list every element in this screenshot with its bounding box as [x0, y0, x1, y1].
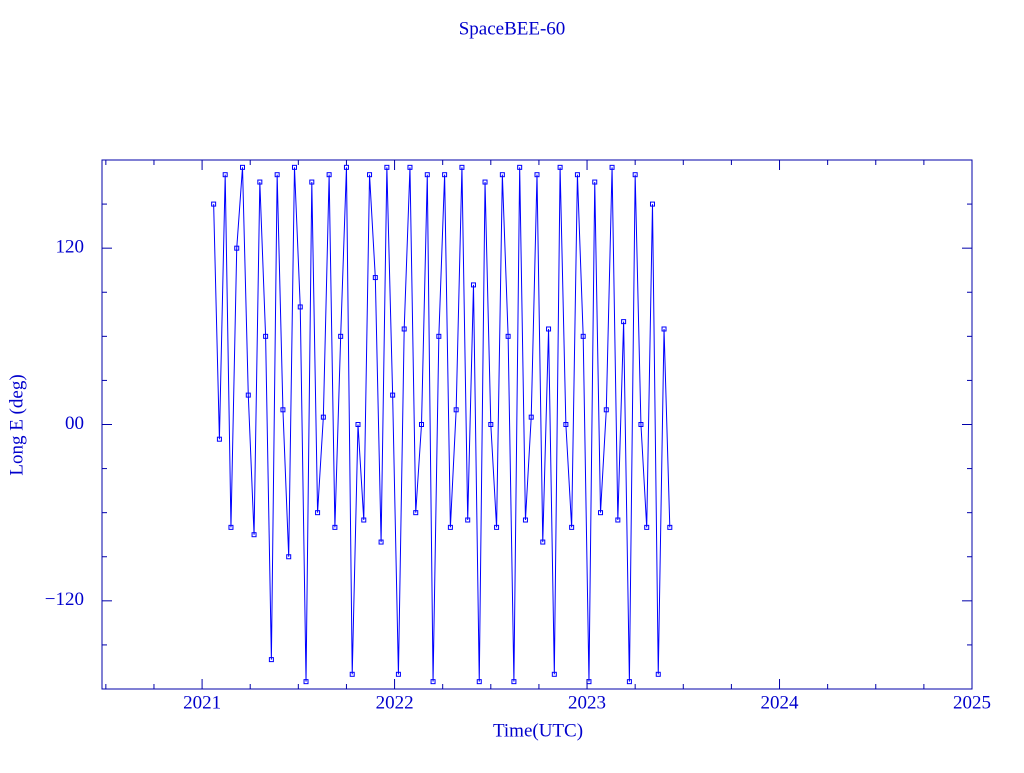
- data-point: [303, 679, 309, 685]
- data-point: [367, 172, 373, 178]
- data-point: [309, 179, 315, 185]
- data-point: [245, 392, 251, 398]
- data-point: [401, 326, 407, 332]
- chart-title: SpaceBEE-60: [459, 18, 566, 39]
- data-point: [494, 524, 500, 530]
- data-point: [222, 172, 228, 178]
- data-point: [355, 422, 361, 427]
- data-point: [563, 422, 569, 427]
- data-point: [517, 164, 523, 170]
- x-tick-label: 2023: [568, 692, 606, 713]
- y-axis-label: Long E (deg): [6, 374, 27, 475]
- data-point: [546, 326, 552, 332]
- data-point: [621, 319, 627, 325]
- data-point: [430, 679, 436, 685]
- data-point: [349, 671, 355, 677]
- data-point: [626, 679, 632, 685]
- data-point: [274, 172, 280, 178]
- data-point: [603, 407, 609, 413]
- data-point: [326, 172, 332, 178]
- data-point: [638, 422, 644, 427]
- data-point: [338, 333, 344, 339]
- data-point: [390, 392, 396, 398]
- y-tick-label: −120: [45, 589, 84, 610]
- data-point: [465, 517, 471, 523]
- data-point: [453, 407, 459, 413]
- data-point: [540, 539, 546, 545]
- data-point: [580, 333, 586, 339]
- data-point: [459, 164, 465, 170]
- data-point: [655, 671, 661, 677]
- data-point: [499, 172, 505, 178]
- data-point: [384, 164, 390, 170]
- y-tick-label: 120: [56, 237, 85, 258]
- x-tick-label: 2025: [953, 692, 991, 713]
- data-point: [476, 679, 482, 685]
- data-point: [609, 164, 615, 170]
- data-point: [216, 436, 222, 442]
- data-point: [632, 172, 638, 178]
- data-point: [511, 679, 517, 685]
- data-point: [574, 172, 580, 178]
- data-point: [332, 524, 338, 530]
- data-point: [378, 539, 384, 545]
- data-point: [505, 333, 511, 339]
- x-tick-label: 2021: [183, 692, 221, 713]
- data-point: [488, 422, 494, 427]
- data-point: [569, 524, 575, 530]
- data-point: [211, 201, 217, 207]
- data-point: [234, 245, 240, 251]
- x-tick-label: 2022: [376, 692, 414, 713]
- data-point: [522, 517, 528, 523]
- data-point: [240, 164, 246, 170]
- data-point: [297, 304, 303, 310]
- data-point: [291, 164, 297, 170]
- data-point: [419, 422, 425, 427]
- data-point: [661, 326, 667, 332]
- plot-area: [211, 164, 673, 685]
- data-point: [649, 201, 655, 207]
- data-point: [372, 275, 378, 281]
- data-point: [644, 524, 650, 530]
- data-point: [557, 164, 563, 170]
- data-point: [482, 179, 488, 185]
- data-point: [447, 524, 453, 530]
- data-point: [413, 510, 419, 516]
- data-point: [667, 524, 673, 530]
- data-point: [228, 524, 234, 530]
- data-point: [528, 414, 534, 420]
- data-point: [395, 671, 401, 677]
- data-point: [361, 517, 367, 523]
- data-point: [534, 172, 540, 178]
- data-point: [551, 671, 557, 677]
- data-point: [257, 179, 263, 185]
- data-point: [280, 407, 286, 413]
- x-axis-label: Time(UTC): [493, 720, 583, 741]
- data-point: [470, 282, 476, 288]
- data-point: [592, 179, 598, 185]
- y-tick-label: 00: [65, 413, 84, 434]
- data-point: [315, 510, 321, 516]
- x-tick-label: 2024: [761, 692, 800, 713]
- plot-frame: [101, 159, 973, 690]
- data-point: [598, 510, 604, 516]
- data-point: [286, 554, 292, 560]
- data-point: [343, 164, 349, 170]
- data-point: [615, 517, 621, 523]
- data-point: [424, 172, 430, 178]
- data-point: [407, 164, 413, 170]
- data-point: [442, 172, 448, 178]
- data-point: [251, 532, 257, 538]
- data-point: [263, 333, 269, 339]
- data-point: [436, 333, 442, 339]
- data-point: [320, 414, 326, 420]
- data-point: [268, 657, 274, 663]
- data-line: [213, 167, 671, 682]
